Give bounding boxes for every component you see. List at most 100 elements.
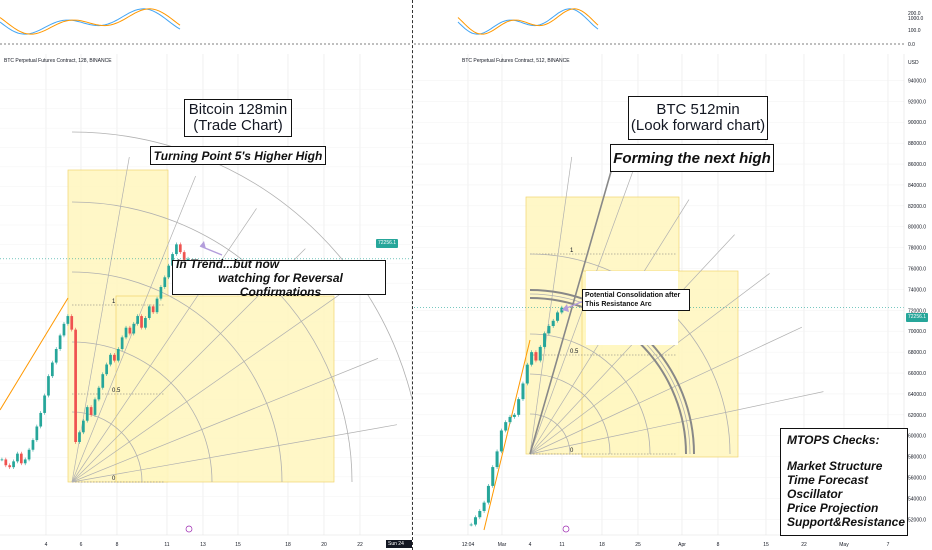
right-consolidation-line1: Potential Consolidation after — [585, 292, 681, 299]
candle-body — [50, 362, 54, 377]
candle-body — [97, 387, 101, 400]
time-axis-tick: 15 — [235, 542, 241, 548]
fib-level-label: 0.5 — [112, 388, 121, 394]
trend-line — [0, 297, 69, 411]
candle-body — [101, 374, 105, 388]
mtops-item: Time Forecast — [787, 473, 869, 487]
oscillator-line-blue — [0, 8, 181, 35]
candle-body — [186, 258, 190, 260]
annotation-arrow-head — [562, 304, 569, 312]
gann-arc — [529, 373, 611, 455]
left-title-box: Bitcoin 128min (Trade Chart) — [178, 96, 298, 140]
candle-body — [8, 465, 12, 468]
candle-body — [478, 510, 482, 518]
candle-body — [560, 307, 564, 313]
right-symbol-label: BTC Perpetual Futures Contract, 512, BIN… — [462, 58, 570, 64]
time-axis-tick: Mar — [498, 542, 507, 548]
time-axis-tick: 11 — [164, 542, 169, 548]
candle-body — [175, 244, 178, 255]
gann-ray — [529, 391, 824, 455]
price-axis-tick: 82000.0 — [908, 204, 926, 210]
left-price-tag: 72256.1 — [376, 239, 399, 248]
price-axis-tick: 94000.0 — [908, 78, 926, 84]
candle-body — [140, 316, 143, 328]
right-title-line1: BTC 512min — [656, 101, 740, 118]
candle-body — [182, 252, 186, 260]
price-axis-tick: 58000.0 — [908, 455, 926, 461]
time-axis-tick: 8 — [717, 542, 720, 548]
gann-ray — [71, 424, 398, 483]
right-title-box: BTC 512min (Look forward chart) — [628, 96, 768, 140]
candle-body — [495, 451, 499, 468]
price-axis-tick: 62000.0 — [908, 413, 926, 419]
time-axis-tick: 11 — [559, 542, 564, 548]
price-axis-tick: 74000.0 — [908, 287, 926, 293]
right-callout-top: Forming the next high — [610, 144, 774, 172]
gann-ray — [71, 208, 257, 483]
price-axis-tick: 54000.0 — [908, 496, 926, 502]
candle-body — [70, 316, 74, 330]
right-chart-pane[interactable]: 1 0.5 0 USD 52000.0 54000.0 56000.0 58000.0 6000… — [414, 0, 932, 550]
candle-body — [504, 422, 508, 431]
time-axis-tick: 4 — [45, 542, 48, 548]
event-marker-icon — [562, 525, 570, 533]
candle-body — [93, 399, 97, 415]
price-axis-tick: 72000.0 — [908, 308, 926, 314]
candle-body — [4, 459, 8, 466]
candle-body — [16, 453, 19, 462]
candle-body — [113, 354, 116, 361]
time-axis-tick: 18 — [599, 542, 605, 548]
time-axis-tick: 15 — [763, 542, 769, 548]
candle-body — [0, 459, 4, 461]
gann-ray — [529, 326, 803, 455]
mtops-item: Oscillator — [787, 487, 843, 501]
candle-body — [543, 333, 547, 347]
left-chart-pane[interactable]: 10.50USD59000.060000.061000.062000.06300… — [0, 0, 412, 550]
oscillator-line-orange — [457, 8, 599, 35]
time-axis-tick: Apr — [678, 542, 686, 548]
oscillator-line-blue — [457, 8, 599, 35]
candle-body — [31, 440, 35, 450]
candle-body — [530, 352, 534, 365]
candle-body — [47, 376, 50, 396]
candle-body — [136, 316, 140, 324]
right-consolidation-line2: This Resistance Arc — [585, 301, 652, 308]
left-title-line2: (Trade Chart) — [193, 117, 283, 134]
candle-body — [551, 320, 555, 327]
mtops-title: MTOPS Checks: — [787, 433, 880, 447]
left-symbol-label: BTC Perpetual Futures Contract, 128, BIN… — [4, 58, 112, 64]
price-axis-tick: 92000.0 — [908, 99, 926, 105]
candle-body — [128, 327, 132, 334]
candle-body — [89, 407, 93, 415]
candle-body — [144, 318, 147, 328]
time-axis-tick: 13 — [200, 542, 206, 548]
candle-body — [512, 414, 516, 417]
candle-body — [167, 265, 171, 278]
price-axis-tick: 76000.0 — [908, 267, 926, 273]
trend-line — [483, 339, 531, 531]
candle-body — [35, 426, 39, 441]
pane-splitter[interactable] — [412, 0, 414, 550]
time-axis-tick: 25 — [635, 542, 641, 548]
left-callout-mid-line2: watching for Reversal Confirmations — [218, 270, 343, 299]
gann-ray — [529, 171, 633, 455]
mtops-checklist: MTOPS Checks: Market Structure Time Fore… — [780, 428, 908, 536]
time-axis-tick: May — [839, 542, 849, 548]
gann-ray-bold — [529, 165, 614, 455]
candle-body — [124, 327, 128, 338]
price-axis-tick: 86000.0 — [908, 162, 926, 168]
left-callout-mid-line1: In Trend...but now — [176, 256, 280, 271]
candle-body — [178, 244, 182, 253]
fib-level-label: 1 — [570, 248, 574, 254]
oscillator-axis-tick: 0.0 — [908, 42, 915, 48]
left-chart-canvas[interactable]: 10.50USD59000.060000.061000.062000.06300… — [0, 0, 412, 550]
annotation-arrow-head — [200, 241, 206, 249]
candle-body — [508, 416, 512, 423]
candle-body — [517, 399, 521, 415]
price-axis-tick: 68000.0 — [908, 350, 926, 356]
oscillator-axis-tick: 200.0 — [908, 11, 921, 17]
time-axis-tick: 8 — [116, 542, 119, 548]
mtops-item: Support&Resistance — [787, 515, 906, 529]
time-axis-tick: 7 — [887, 542, 890, 548]
right-callout-top-text: Forming the next high — [613, 149, 771, 167]
